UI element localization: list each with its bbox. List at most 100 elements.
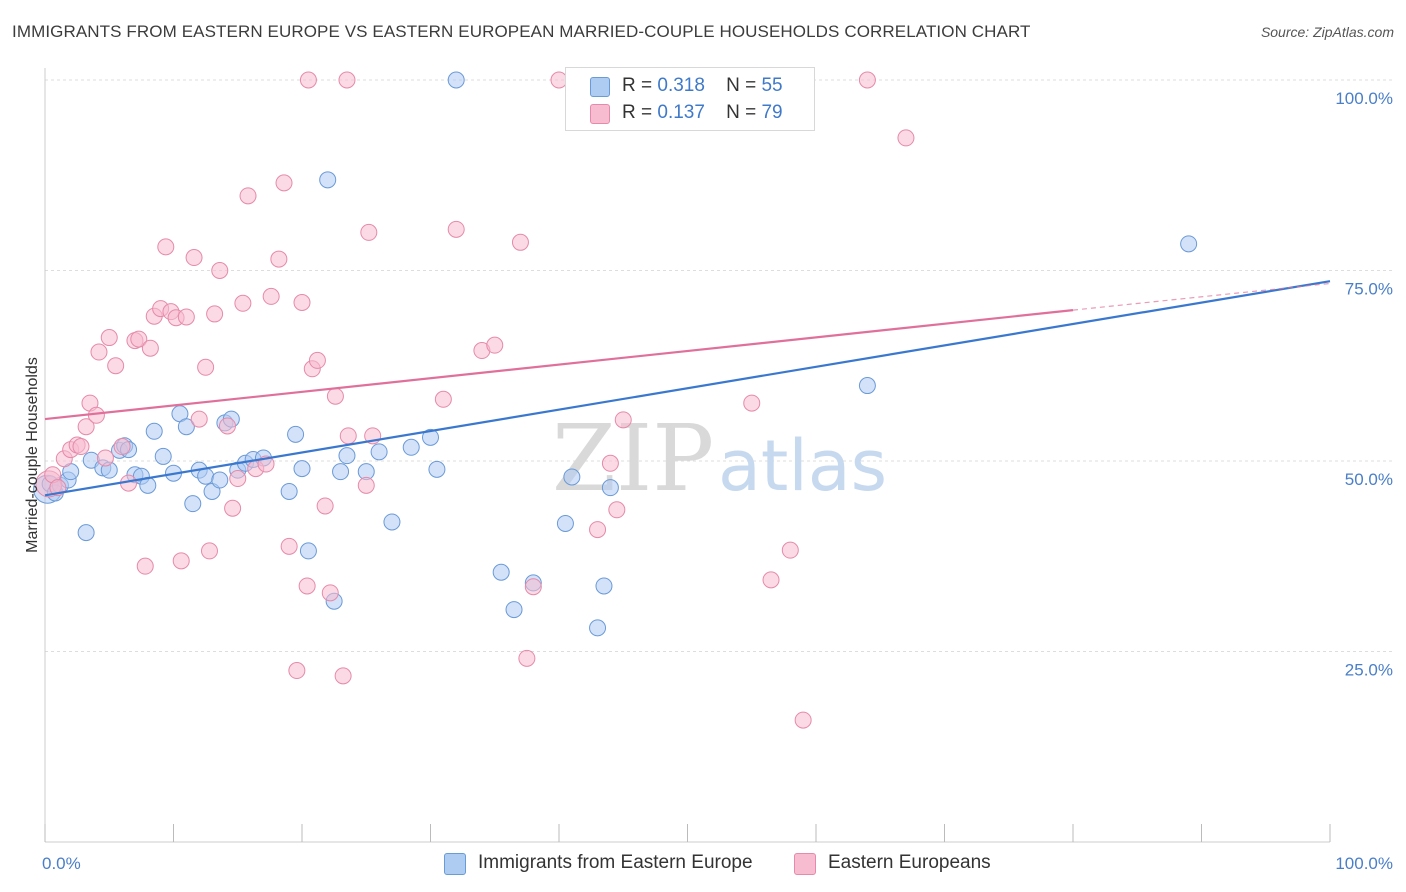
legend-n-label: N = bbox=[726, 75, 757, 96]
point-eastern-europeans bbox=[298, 577, 316, 595]
legend-n-value: 55 bbox=[761, 75, 783, 96]
point-eastern-europeans bbox=[486, 336, 504, 354]
y-tick-label: 50.0% bbox=[1345, 470, 1393, 489]
point-immigrants bbox=[319, 171, 337, 189]
point-immigrants bbox=[422, 428, 439, 446]
x-tick-label: 100.0% bbox=[1335, 854, 1393, 873]
point-eastern-europeans bbox=[270, 250, 288, 268]
point-eastern-europeans bbox=[334, 667, 352, 685]
point-immigrants bbox=[1180, 235, 1198, 253]
point-immigrants bbox=[402, 438, 420, 456]
point-immigrants bbox=[383, 513, 401, 531]
point-eastern-europeans bbox=[781, 541, 799, 559]
point-eastern-europeans bbox=[288, 662, 306, 680]
legend-swatch-eastern-europeans bbox=[794, 853, 816, 875]
y-tick-label: 25.0% bbox=[1345, 661, 1393, 680]
point-immigrants bbox=[177, 418, 195, 436]
legend-label-immigrants: Immigrants from Eastern Europe bbox=[478, 852, 753, 873]
point-eastern-europeans bbox=[743, 394, 761, 412]
point-eastern-europeans bbox=[113, 438, 131, 456]
point-immigrants bbox=[595, 577, 613, 595]
point-eastern-europeans bbox=[100, 329, 118, 347]
point-eastern-europeans bbox=[172, 552, 190, 570]
point-immigrants bbox=[589, 619, 607, 637]
point-eastern-europeans bbox=[316, 497, 334, 515]
point-immigrants bbox=[154, 447, 172, 465]
point-immigrants bbox=[287, 425, 305, 443]
point-immigrants bbox=[145, 422, 163, 440]
point-immigrants bbox=[197, 467, 215, 485]
legend-r-label: R = bbox=[622, 75, 653, 96]
y-axis-label: Married-couple Households bbox=[24, 357, 41, 553]
watermark-atlas: atlas bbox=[718, 425, 887, 507]
trend-line-eastern-europeans bbox=[44, 309, 1074, 421]
point-eastern-europeans bbox=[338, 71, 356, 89]
point-immigrants bbox=[293, 460, 311, 478]
watermark-zip: ZIP bbox=[552, 405, 714, 512]
legend-n-value: 79 bbox=[761, 102, 783, 123]
point-eastern-europeans bbox=[218, 417, 236, 435]
point-immigrants bbox=[492, 563, 510, 581]
point-immigrants bbox=[428, 460, 446, 478]
axes bbox=[44, 68, 1331, 843]
point-eastern-europeans bbox=[197, 358, 215, 376]
point-eastern-europeans bbox=[339, 427, 357, 445]
legend-n-label: N = bbox=[726, 102, 757, 123]
chart-title: IMMIGRANTS FROM EASTERN EUROPE VS EASTER… bbox=[12, 22, 1031, 41]
legend-r-value: 0.318 bbox=[657, 75, 705, 96]
point-immigrants bbox=[184, 495, 202, 513]
point-eastern-europeans bbox=[234, 294, 252, 312]
point-eastern-europeans bbox=[200, 542, 218, 560]
point-immigrants bbox=[447, 71, 465, 89]
point-immigrants bbox=[563, 468, 581, 486]
legend-row-blue: R = 0.318 N = 55 bbox=[566, 74, 814, 100]
point-eastern-europeans bbox=[280, 537, 298, 555]
point-eastern-europeans bbox=[177, 308, 195, 326]
legend-swatch-immigrants bbox=[444, 853, 466, 875]
point-eastern-europeans bbox=[434, 390, 452, 408]
point-eastern-europeans bbox=[447, 220, 465, 238]
point-eastern-europeans bbox=[239, 187, 257, 205]
point-immigrants bbox=[556, 514, 574, 532]
point-eastern-europeans bbox=[190, 410, 208, 428]
legend-label-eastern-europeans: Eastern Europeans bbox=[828, 852, 991, 873]
point-immigrants bbox=[211, 471, 229, 489]
y-tick-label: 100.0% bbox=[1335, 89, 1393, 108]
legend-text-pink: R = 0.137 N = 79 bbox=[622, 102, 783, 124]
series-legend: Immigrants from Eastern Europe Eastern E… bbox=[0, 852, 1406, 878]
legend-swatch-blue bbox=[590, 77, 610, 97]
point-eastern-europeans bbox=[275, 174, 293, 192]
point-eastern-europeans bbox=[211, 262, 229, 279]
point-immigrants bbox=[332, 463, 350, 481]
point-eastern-europeans bbox=[858, 71, 876, 89]
legend-text-blue: R = 0.318 N = 55 bbox=[622, 75, 783, 97]
point-eastern-europeans bbox=[614, 411, 632, 429]
source-label: Source: ZipAtlas.com bbox=[1260, 24, 1394, 40]
point-eastern-europeans bbox=[762, 571, 780, 589]
point-eastern-europeans bbox=[321, 584, 339, 602]
point-eastern-europeans bbox=[897, 129, 915, 147]
legend-r-value: 0.137 bbox=[657, 102, 705, 123]
point-eastern-europeans bbox=[299, 71, 317, 89]
point-eastern-europeans bbox=[589, 521, 607, 539]
point-eastern-europeans bbox=[360, 223, 378, 241]
point-eastern-europeans bbox=[206, 305, 224, 323]
point-eastern-europeans bbox=[794, 711, 812, 729]
trend-lines bbox=[44, 280, 1331, 497]
point-eastern-europeans bbox=[157, 238, 175, 256]
point-eastern-europeans bbox=[308, 351, 326, 369]
gridlines bbox=[45, 79, 1392, 652]
point-immigrants bbox=[299, 542, 317, 560]
point-eastern-europeans bbox=[72, 438, 90, 456]
point-immigrants bbox=[601, 479, 619, 497]
legend-swatch-pink bbox=[590, 104, 610, 124]
point-eastern-europeans bbox=[511, 233, 529, 251]
x-tick-labels: 0.0% 100.0% bbox=[42, 854, 1393, 873]
point-eastern-europeans bbox=[518, 649, 536, 667]
point-eastern-europeans bbox=[601, 454, 619, 472]
point-eastern-europeans bbox=[293, 294, 311, 312]
point-eastern-europeans bbox=[229, 470, 247, 488]
legend-row-pink: R = 0.137 N = 79 bbox=[566, 101, 814, 127]
point-eastern-europeans bbox=[185, 249, 203, 267]
